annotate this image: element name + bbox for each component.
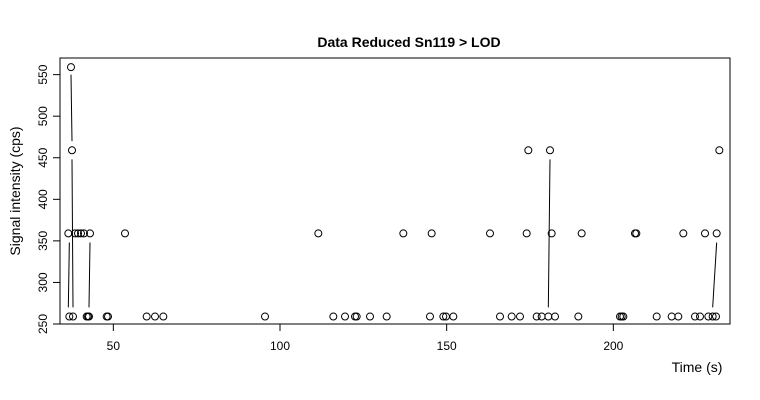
connector-segment [712, 242, 718, 308]
data-point [524, 146, 533, 155]
data-point [121, 229, 129, 238]
data-points [64, 63, 724, 321]
data-point [577, 229, 586, 238]
connector-segment [88, 242, 91, 308]
y-axis: 250 300 350 400 450 500 550 [36, 64, 61, 334]
data-point [261, 312, 269, 321]
data-point [696, 312, 704, 321]
data-point [74, 229, 82, 238]
data-point [341, 312, 349, 321]
y-tick-label: 300 [36, 272, 50, 292]
plot-frame [59, 57, 731, 325]
data-point [715, 146, 724, 155]
x-tick-label: 100 [270, 339, 290, 353]
data-point [619, 312, 628, 321]
data-point [151, 312, 159, 321]
data-point [351, 312, 359, 321]
y-tick-label: 400 [36, 189, 50, 209]
connector-segments [67, 74, 718, 308]
data-point [329, 312, 338, 321]
data-point [507, 312, 516, 321]
connector-segment [67, 242, 70, 308]
data-point [352, 312, 361, 321]
data-point [617, 312, 626, 321]
data-point [547, 229, 556, 238]
x-axis: 50 100 150 200 [107, 323, 624, 353]
y-tick-label: 450 [36, 147, 50, 167]
data-point [486, 229, 494, 238]
data-point [68, 146, 76, 155]
data-point [691, 312, 699, 321]
y-tick-label: 250 [36, 314, 50, 334]
data-point [104, 312, 112, 321]
data-point [142, 312, 151, 321]
x-tick-label: 50 [107, 339, 121, 353]
data-point [574, 312, 583, 321]
data-point [399, 229, 408, 238]
connector-segment [547, 159, 551, 308]
data-point [708, 312, 717, 321]
data-point [674, 312, 683, 321]
data-point [516, 312, 524, 321]
data-point [426, 312, 434, 321]
data-point [86, 229, 94, 238]
data-point [546, 146, 554, 155]
data-point [496, 312, 504, 321]
data-point [652, 312, 661, 321]
data-point [64, 229, 73, 238]
data-point [85, 312, 93, 321]
data-point [712, 229, 721, 238]
data-point [366, 312, 374, 321]
data-point [704, 312, 713, 321]
data-point [71, 229, 79, 238]
data-point [382, 312, 391, 321]
data-point [427, 229, 436, 238]
y-tick-label: 350 [36, 231, 50, 251]
connector-segment [70, 74, 73, 142]
data-point [159, 312, 168, 321]
connector-segment [71, 159, 74, 308]
y-tick-label: 500 [36, 106, 50, 126]
data-point [551, 312, 559, 321]
data-point [532, 312, 541, 321]
x-tick-label: 200 [603, 339, 623, 353]
data-point [522, 229, 531, 238]
data-point [544, 312, 553, 321]
data-point [701, 229, 709, 238]
data-point [67, 63, 75, 72]
data-point [69, 312, 77, 321]
data-point [679, 229, 688, 238]
data-point [449, 312, 458, 321]
data-point [80, 229, 88, 238]
data-point [439, 312, 448, 321]
chart-title: Data Reduced Sn119 > LOD [317, 34, 500, 50]
data-point [314, 229, 323, 238]
data-point [712, 312, 720, 321]
data-point [667, 312, 676, 321]
y-tick-label: 550 [36, 64, 50, 84]
data-point [77, 229, 85, 238]
x-tick-label: 150 [437, 339, 457, 353]
x-axis-label: Time (s) [672, 359, 723, 375]
data-point [632, 229, 641, 238]
data-point [537, 312, 546, 321]
y-axis-label: Signal intensity (cps) [7, 126, 23, 255]
data-point [65, 312, 74, 321]
